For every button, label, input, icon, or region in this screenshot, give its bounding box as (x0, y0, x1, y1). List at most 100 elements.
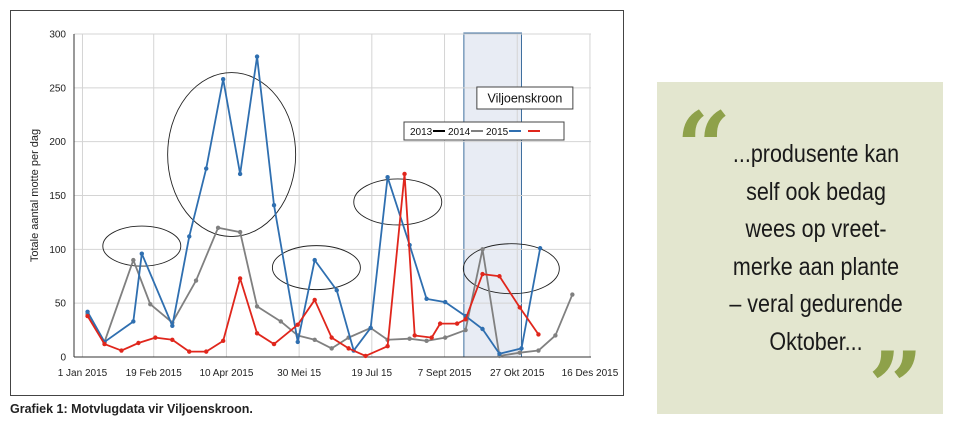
data-point (385, 174, 390, 180)
series-line (86, 173, 540, 357)
data-point (480, 247, 485, 252)
data-point (429, 335, 434, 340)
data-point (497, 274, 502, 279)
data-point (237, 229, 243, 235)
highlight-ellipse (353, 178, 443, 226)
quote-line: self ook bedag (746, 177, 886, 206)
quote-panel (657, 82, 943, 414)
chart-frame: 0 50 100 150 200 250 300 1 Jan 2015 19 Feb 2015 1… (10, 10, 624, 396)
data-point (204, 349, 209, 354)
data-point (139, 251, 145, 256)
data-point (193, 278, 199, 283)
y-tick-label: 150 (49, 191, 66, 202)
data-point (437, 321, 443, 326)
data-point (463, 317, 468, 322)
quote-line: – veral gedurende (729, 290, 903, 318)
data-point (85, 313, 90, 319)
data-point (131, 257, 136, 263)
data-point (454, 321, 460, 326)
data-point (517, 305, 523, 310)
x-tick-label: 27 Okt 2015 (490, 368, 545, 379)
close-quote-mark-icon: ” (868, 331, 924, 444)
y-tick-label: 300 (49, 30, 66, 41)
data-point (537, 246, 543, 251)
data-point (407, 336, 412, 341)
data-point (187, 234, 192, 239)
y-tick-label: 0 (60, 353, 66, 364)
data-point (204, 166, 209, 171)
open-quote-mark-icon: “ (676, 91, 732, 204)
x-tick-label: 10 Apr 2015 (199, 368, 253, 379)
data-point (170, 337, 175, 342)
data-point (480, 271, 485, 277)
line-chart: 0 50 100 150 200 250 300 1 Jan 2015 19 Feb 2015 1… (29, 30, 619, 380)
highlight-ellipse (167, 72, 297, 238)
data-point (220, 338, 226, 344)
data-point (312, 297, 317, 303)
data-point (136, 340, 141, 346)
data-point (254, 54, 260, 59)
data-point (85, 309, 90, 314)
quote-line: ...produsente kan (732, 140, 900, 168)
data-point (412, 333, 417, 338)
legend-label: 2013 (410, 127, 433, 138)
data-point (131, 319, 136, 324)
x-tick-label: 1 Jan 2015 (58, 368, 108, 379)
data-point (237, 171, 243, 177)
data-point (237, 276, 243, 281)
highlight-label: Viljoenskroon (487, 92, 562, 106)
x-tick-label: 19 Feb 2015 (126, 368, 183, 379)
data-point (443, 335, 448, 340)
quote-line: merke aan plante (732, 252, 900, 281)
data-point (553, 333, 558, 338)
y-tick-label: 200 (49, 137, 66, 148)
data-point (536, 348, 541, 353)
quote-line: wees op vreet- (745, 215, 887, 243)
data-point (312, 337, 317, 342)
data-point (463, 327, 468, 333)
data-point (363, 353, 368, 359)
data-point (254, 331, 260, 336)
y-axis-label: Totale aantal motte per dag (29, 129, 41, 262)
legend-label: 2014 (448, 127, 471, 138)
legend-label: 2015 (486, 127, 509, 138)
figure-caption: Grafiek 1: Motvlugdata vir Viljoenskroon… (10, 402, 253, 416)
data-point (278, 319, 283, 324)
y-tick-label: 250 (49, 83, 66, 94)
data-point (271, 341, 277, 347)
data-point (519, 346, 524, 351)
highlight-ellipse (271, 245, 361, 291)
data-point (220, 77, 226, 82)
data-point (443, 299, 448, 305)
highlight-ellipse (102, 225, 182, 267)
data-point (102, 341, 107, 347)
data-point (119, 348, 124, 353)
data-point (187, 349, 192, 354)
data-point (517, 350, 523, 355)
data-point (424, 296, 429, 302)
data-point (312, 257, 317, 263)
x-tick-label: 16 Des 2015 (562, 368, 619, 379)
legend-box (403, 121, 565, 141)
data-point (170, 323, 175, 328)
data-point (254, 304, 260, 309)
pull-quote: ...produsente kan self ook bedag wees op… (716, 136, 916, 361)
data-point (271, 202, 277, 208)
data-point (480, 326, 485, 332)
data-point (334, 288, 339, 293)
data-point (329, 346, 334, 351)
y-tick-label: 50 (55, 299, 67, 310)
data-point (153, 335, 158, 340)
data-point (215, 225, 221, 230)
data-point (148, 302, 153, 307)
data-point (536, 332, 541, 337)
x-tick-label: 19 Jul 15 (352, 368, 393, 379)
y-tick-label: 100 (49, 245, 66, 256)
data-point (295, 339, 300, 345)
x-tick-label: 30 Mei 15 (277, 368, 321, 379)
quote-line: Oktober... (769, 327, 863, 356)
data-point (424, 338, 429, 344)
data-point (329, 335, 334, 340)
x-tick-label: 7 Sept 2015 (418, 368, 472, 379)
data-point (570, 292, 575, 297)
